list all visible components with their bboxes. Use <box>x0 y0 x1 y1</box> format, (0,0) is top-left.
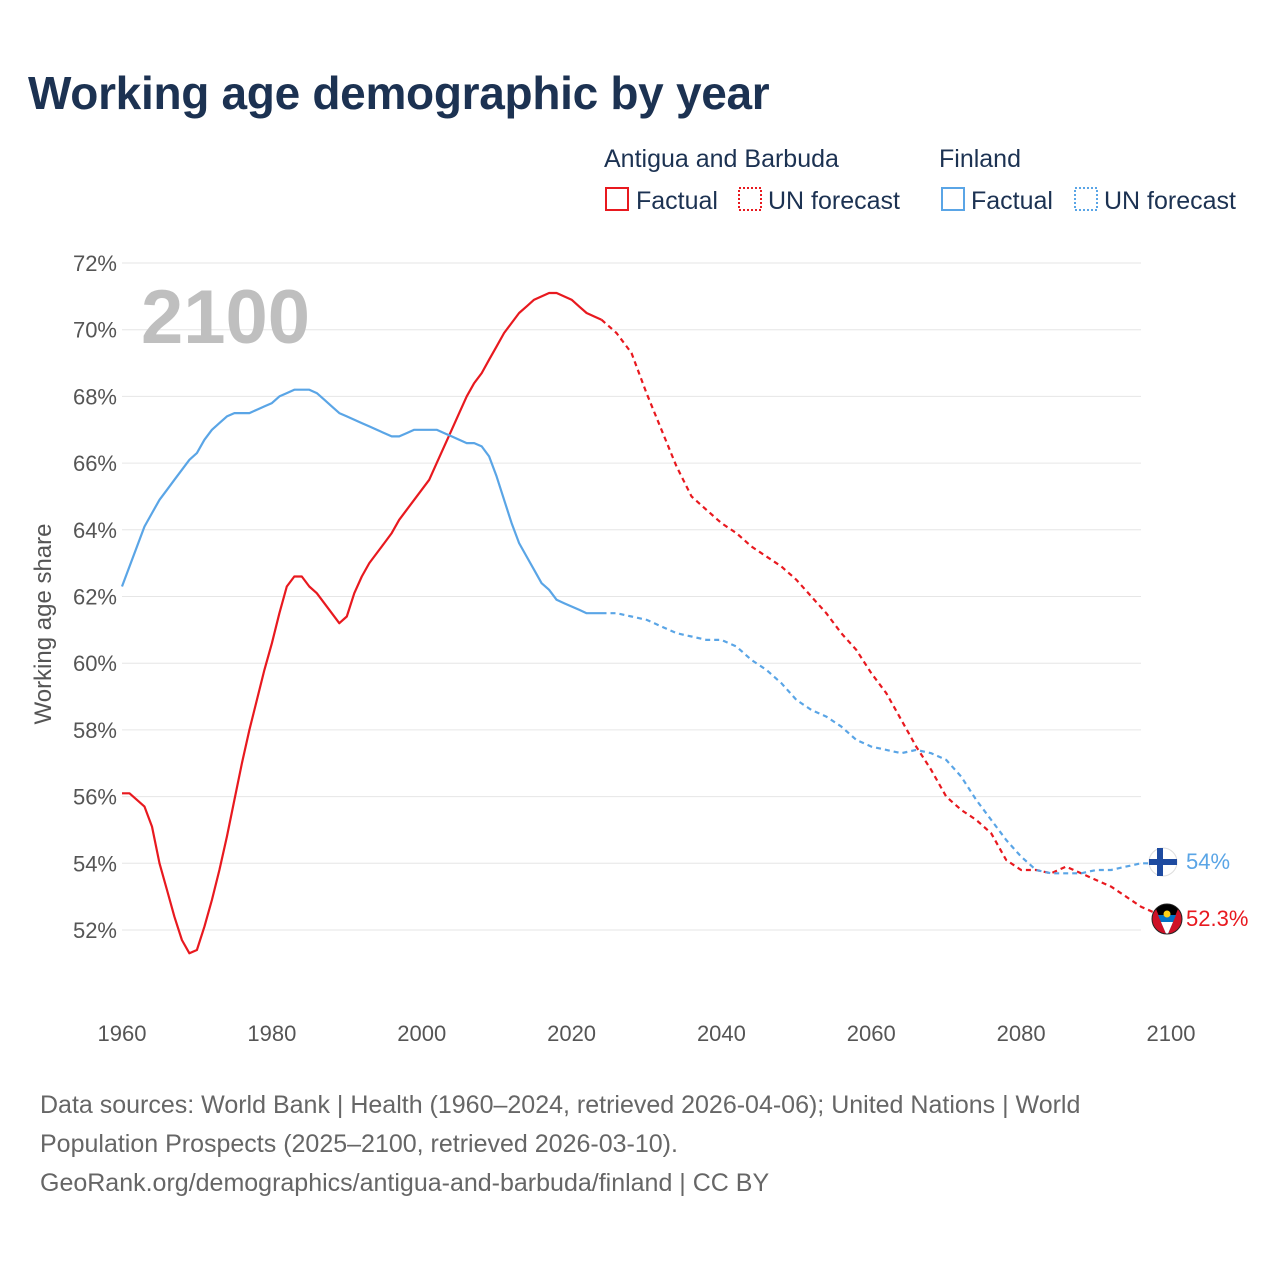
y-tick-label: 52% <box>73 918 117 943</box>
finland-flag-icon <box>1148 847 1178 877</box>
legend-label-finland-forecast: UN forecast <box>1104 187 1236 215</box>
gridlines <box>122 262 1141 931</box>
legend-swatch-antigua-factual <box>605 187 629 211</box>
x-tick-label: 2080 <box>997 1021 1046 1046</box>
series-line-finland-factual <box>120 388 602 615</box>
x-tick-label: 1960 <box>98 1021 147 1046</box>
x-axis-ticks: 1960 1980 2000 2020 2040 2060 2080 2100 <box>98 1021 1196 1046</box>
y-tick-label: 56% <box>73 785 117 810</box>
legend-swatch-antigua-forecast <box>738 187 762 211</box>
y-tick-label: 54% <box>73 851 117 876</box>
finland-end-label: 54% <box>1186 849 1230 874</box>
y-tick-label: 60% <box>73 651 117 676</box>
y-tick-label: 66% <box>73 451 117 476</box>
legend-label-antigua-forecast: UN forecast <box>768 187 900 215</box>
y-tick-label: 58% <box>73 718 117 743</box>
y-tick-label: 70% <box>73 318 117 343</box>
x-tick-label: 2020 <box>547 1021 596 1046</box>
legend-label-finland-factual: Factual <box>971 187 1053 215</box>
legend-label-antigua-factual: Factual <box>636 187 718 215</box>
series-line-antigua-and-barbuda-factual <box>122 291 602 955</box>
legend-title-antigua-and-barbuda: Antigua and Barbuda <box>604 145 839 173</box>
y-tick-label: 64% <box>73 518 117 543</box>
x-tick-label: 2060 <box>847 1021 896 1046</box>
legend-swatch-finland-forecast <box>1074 187 1098 211</box>
y-tick-label: 68% <box>73 384 117 409</box>
footer-line-3: GeoRank.org/demographics/antigua-and-bar… <box>40 1169 770 1197</box>
x-tick-label: 2040 <box>697 1021 746 1046</box>
legend-swatch-finland-factual <box>941 187 965 211</box>
x-tick-label: 2000 <box>397 1021 446 1046</box>
y-tick-label: 72% <box>73 251 117 276</box>
footer-line-1: Data sources: World Bank | Health (1960–… <box>40 1091 1081 1119</box>
end-markers: 54% 52.3% <box>1148 847 1248 935</box>
legend: Antigua and Barbuda Factual UN forecast … <box>604 145 1236 215</box>
y-tick-label: 62% <box>73 585 117 610</box>
antigua-end-label: 52.3% <box>1186 906 1248 931</box>
y-axis-title: Working age share <box>30 524 57 725</box>
x-tick-label: 2100 <box>1147 1021 1196 1046</box>
series-lines <box>120 291 1172 955</box>
footer-line-2: Population Prospects (2025–2100, retriev… <box>40 1130 678 1158</box>
x-tick-label: 1980 <box>247 1021 296 1046</box>
chart-title: Working age demographic by year <box>28 67 770 119</box>
year-watermark: 2100 <box>141 275 310 360</box>
series-line-antigua-and-barbuda-forecast <box>600 318 1172 922</box>
legend-title-finland: Finland <box>939 145 1021 173</box>
footer-sources: Data sources: World Bank | Health (1960–… <box>40 1086 1220 1203</box>
antigua-and-barbuda-flag-icon <box>1151 903 1183 935</box>
series-line-finland-forecast <box>601 612 1171 875</box>
y-axis-ticks: 52% 54% 56% 58% 60% 62% 64% 66% 68% 70% 72% <box>73 251 117 943</box>
